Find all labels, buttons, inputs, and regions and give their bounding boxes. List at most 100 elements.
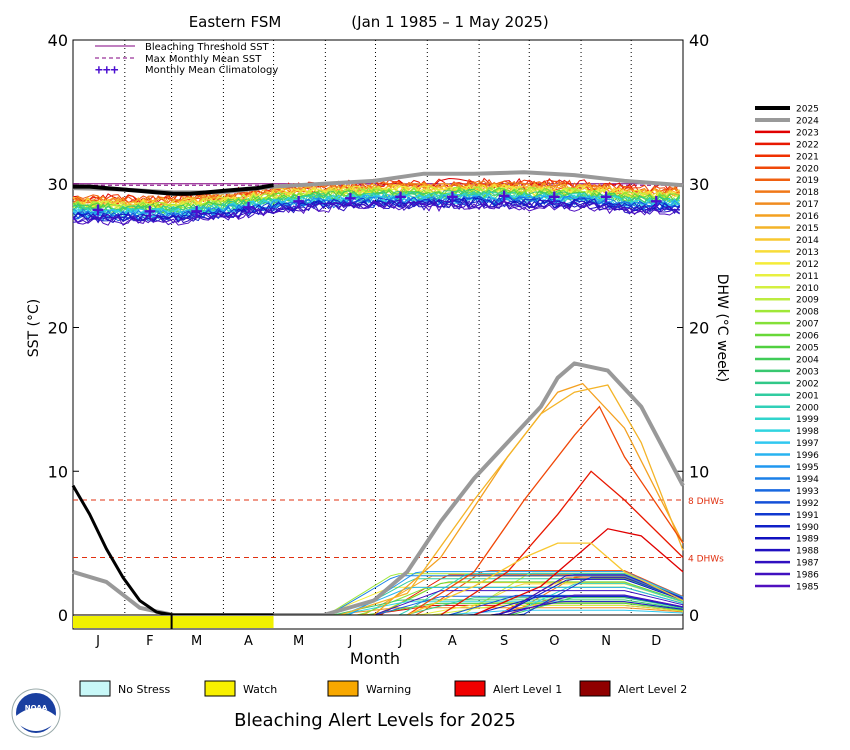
year-legend-label: 2008	[796, 308, 819, 318]
sst-series-line	[72, 200, 681, 226]
dhw-series-line	[340, 384, 684, 616]
y-tick-label-left: 0	[58, 606, 68, 625]
year-legend-label: 1994	[796, 475, 819, 485]
sst-series-line	[72, 184, 681, 211]
alert-legend-swatch	[204, 680, 236, 697]
year-legend-label: 2021	[796, 152, 819, 162]
y-tick-label-left: 30	[48, 175, 68, 194]
year-legend-label: 2016	[796, 212, 819, 222]
alert-legend-swatch	[79, 680, 111, 697]
year-legend-label: 2005	[796, 344, 819, 354]
year-legend-label: 2023	[796, 128, 819, 138]
footer-title: Bleaching Alert Levels for 2025	[234, 710, 516, 731]
alert-level-legend: No Stress Watch Warning Alert Level 1 Alert …	[79, 680, 687, 697]
x-tick-label: M	[191, 634, 202, 649]
x-tick-label: A	[244, 634, 253, 649]
y-axis-left-label: SST (°C)	[26, 299, 42, 357]
noaa-logo: NOAA	[11, 688, 61, 738]
year-legend-label: 1993	[796, 487, 819, 497]
year-legend-label: 2022	[796, 140, 819, 150]
climatology-marker: +	[144, 199, 156, 223]
noaa-logo-text: NOAA	[25, 704, 48, 712]
year-legend-label: 2018	[796, 188, 819, 198]
y-tick-label-left: 10	[48, 462, 68, 481]
x-tick-label: J	[398, 634, 403, 649]
x-tick-label: J	[348, 634, 353, 649]
year-legend-label: 1987	[796, 559, 819, 569]
year-legend-label: 2012	[796, 260, 819, 270]
y-axis-ticks: 0 0 10 10 20 20 30 30 40 40	[48, 31, 710, 625]
x-tick-label: N	[601, 634, 611, 649]
sst-series-line	[72, 198, 680, 226]
year-legend-label: 2003	[796, 367, 819, 377]
sst-series-line	[72, 186, 680, 212]
top-legend: Bleaching Threshold SST Max Monthly Mean…	[95, 42, 278, 78]
year-legend-label: 1985	[796, 583, 819, 593]
x-tick-label: S	[500, 634, 508, 649]
year-legend-label: 1986	[796, 571, 819, 581]
dhw-reference-label: 4 DHWs	[688, 555, 724, 565]
legend-climatology-label: Monthly Mean Climatology	[145, 65, 278, 76]
y-tick-label-right: 30	[689, 175, 709, 194]
year-legend-label: 2015	[796, 224, 819, 234]
chart-date-range: (Jan 1 1985 – 1 May 2025)	[351, 13, 548, 31]
year-legend-label: 1996	[796, 451, 819, 461]
sst-2025-line	[73, 183, 274, 196]
climatology-marker: +	[446, 185, 458, 209]
year-legend-label: 2019	[796, 176, 819, 186]
climatology-marker: +	[548, 185, 560, 209]
year-legend-label: 2024	[796, 116, 819, 126]
climatology-marker: +	[600, 185, 612, 209]
year-legend-label: 1999	[796, 415, 819, 425]
year-legend-label: 1989	[796, 535, 819, 545]
plot-frame	[72, 39, 684, 616]
year-legend-label: 1990	[796, 523, 819, 533]
climatology-marker: +	[344, 186, 356, 210]
alert-legend-label: Alert Level 1	[493, 683, 562, 696]
alert-legend-label: No Stress	[118, 683, 171, 696]
dhw-reference-label: 8 DHWs	[688, 497, 724, 507]
dhw-series-line	[406, 405, 684, 616]
year-legend-label: 1997	[796, 439, 819, 449]
x-tick-label: J	[95, 634, 100, 649]
climatology-marker: +	[242, 195, 254, 219]
alert-legend-label: Warning	[366, 683, 411, 696]
x-axis-label: Month	[350, 649, 400, 668]
climatology-marker: +	[293, 189, 305, 213]
y-tick-label-right: 20	[689, 319, 709, 338]
year-legend-label: 2020	[796, 164, 819, 174]
climatology-markers: + + + + + + + + + + + +	[92, 183, 662, 223]
year-legend-label: 2002	[796, 379, 819, 389]
year-legend-label: 1992	[796, 499, 819, 509]
y-tick-label-left: 40	[48, 31, 68, 50]
x-tick-label: M	[293, 634, 304, 649]
year-legend-label: 2025	[796, 105, 819, 115]
climatology-marker: +	[191, 199, 203, 223]
y-axis-right-label: DHW (°C week)	[714, 274, 730, 383]
alert-legend-swatch	[327, 680, 359, 697]
year-legend-label: 1995	[796, 463, 819, 473]
dhw-series-line	[406, 542, 684, 616]
chart-title: Eastern FSM	[189, 13, 282, 31]
climatology-marker: +	[498, 183, 510, 207]
y-tick-label-left: 20	[48, 319, 68, 338]
year-legend-label: 2017	[796, 200, 819, 210]
alert-legend-swatch	[579, 680, 611, 697]
alert-bar	[73, 615, 274, 629]
x-tick-label: O	[549, 634, 559, 649]
year-legend-label: 2001	[796, 391, 819, 401]
alert-legend-swatch	[454, 680, 486, 697]
year-legend-label: 1991	[796, 511, 819, 521]
climatology-marker: +	[650, 189, 662, 213]
year-legend-label: 2013	[796, 248, 819, 258]
x-tick-label: A	[448, 634, 457, 649]
climatology-marker: +	[92, 198, 104, 222]
legend-plus-marks: +++	[95, 63, 119, 78]
dhw-series-line	[440, 470, 684, 616]
year-legend-label: 2009	[796, 296, 819, 306]
year-legend-label: 1998	[796, 427, 819, 437]
alert-legend-label: Alert Level 2	[618, 683, 687, 696]
year-legend-label: 2014	[796, 236, 819, 246]
